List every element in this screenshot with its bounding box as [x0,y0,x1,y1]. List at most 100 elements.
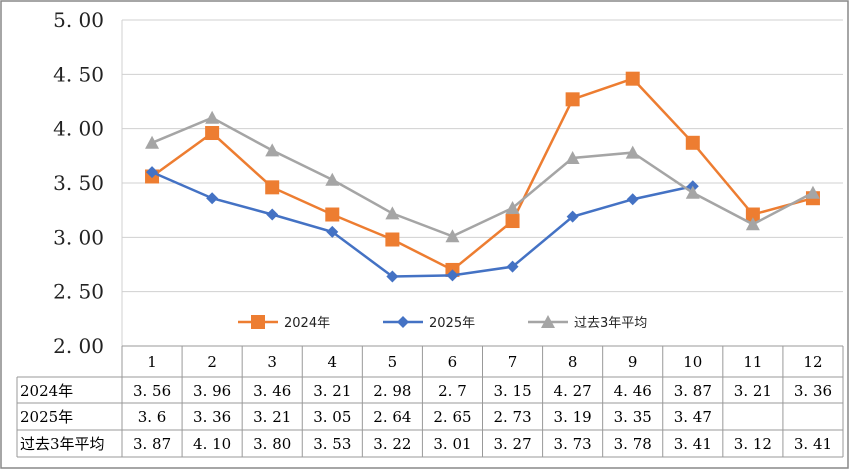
series-2025-point [506,260,519,273]
x-category-label: 5 [388,353,398,371]
x-category-label: 12 [803,353,822,371]
series-2025-point [566,210,579,223]
table-cell-value: 4. 46 [614,382,652,400]
table-cell-value: 3. 87 [674,382,712,400]
series-2025-point [626,193,639,206]
series-2025-point [326,225,339,238]
series-2024-point [625,71,640,86]
series-2025-point [446,269,459,282]
table-cell-value: 2. 65 [433,408,471,426]
legend-marker [251,315,265,329]
series-3yr-avg-point [145,135,160,149]
series-3yr-avg-point [385,206,400,220]
table-row-header: 2024年 [20,382,73,400]
legend-item: 2024年 [238,315,330,331]
table-cell-value: 4. 10 [193,435,231,453]
legend-item: 过去3年平均 [528,315,647,331]
table-cell-value: 3. 22 [373,435,411,453]
table-cell-value: 3. 80 [253,435,291,453]
x-category-label: 1 [147,353,157,371]
series-2025-line [151,170,694,278]
y-tick-label: 2. 50 [53,280,104,304]
table-cell-value: 3. 19 [554,408,592,426]
table-row-header: 2025年 [20,408,73,426]
table-cell-value: 2. 98 [373,382,411,400]
table-cell-value: 3. 41 [674,435,712,453]
table-cell-value: 2. 73 [493,408,531,426]
legend-marker [397,316,409,328]
series-2025-point [266,208,279,221]
table-cell-value: 2. 64 [373,408,411,426]
table-cell-value: 3. 35 [614,408,652,426]
y-tick-label: 4. 50 [53,62,104,86]
series-3yr-avg-line [151,116,814,238]
series-3yr-avg-point [445,229,460,243]
series-3yr-avg-point [625,145,640,159]
table-cell-value: 3. 87 [133,435,171,453]
y-tick-label: 2. 00 [53,334,104,358]
series-2024-point [745,207,760,222]
table-cell-value: 3. 41 [794,435,832,453]
table-cell-value: 3. 96 [193,382,231,400]
series-2024-point [505,214,520,229]
table-cell-value: 3. 01 [433,435,471,453]
legend-label: 过去3年平均 [574,316,647,331]
table-cell-value: 3. 36 [193,408,231,426]
y-tick-label: 3. 00 [53,225,104,249]
series-3yr-avg-point [745,217,760,231]
series-2024-point [325,207,340,222]
table-cell-value: 3. 53 [313,435,351,453]
series-2025-point [206,192,219,205]
series-2024-point [685,135,700,150]
table-cell-value: 3. 36 [794,382,832,400]
series-2024-line [151,77,814,272]
table-cell-value: 3. 21 [734,382,772,400]
table-cell-value: 3. 47 [674,408,712,426]
y-tick-label: 3. 50 [53,171,104,195]
series-2024-point [205,126,220,141]
table-cell-value: 3. 27 [493,435,531,453]
table-cell-value: 3. 73 [554,435,592,453]
table-cell-value: 3. 21 [253,408,291,426]
series-3yr-avg-point [325,172,340,186]
x-category-label: 11 [743,353,762,371]
series-2025-point [386,270,399,283]
legend-marker [541,315,555,328]
series-3yr-avg-point [685,185,700,199]
x-category-label: 9 [628,353,638,371]
series-3yr-avg-point [565,151,580,165]
series-3yr-avg-point [205,110,220,124]
y-tick-label: 4. 00 [53,117,104,141]
series-2024-point [565,92,580,107]
x-category-label: 6 [448,353,458,371]
table-cell-value: 3. 6 [138,408,167,426]
series-3yr-avg-point [805,185,820,199]
x-category-label: 2 [207,353,217,371]
legend-label: 2025年 [429,316,475,331]
x-category-label: 3 [267,353,277,371]
x-category-label: 4 [328,353,338,371]
table-row-header: 过去3年平均 [20,435,105,453]
table-cell-value: 3. 15 [493,382,531,400]
table-cell-value: 2. 7 [438,382,467,400]
x-category-label: 10 [683,353,702,371]
table-cell-value: 3. 05 [313,408,351,426]
x-category-label: 7 [508,353,518,371]
table-cell-value: 4. 27 [554,382,592,400]
series-3yr-avg-point [505,200,520,214]
legend-item: 2025年 [383,316,475,331]
table-cell-value: 3. 56 [133,382,171,400]
series-2025-point [146,166,159,179]
series-3yr-avg-point [265,143,280,157]
y-tick-label: 5. 00 [53,8,104,32]
table-cell-value: 3. 78 [614,435,652,453]
series-2024-point [385,232,400,247]
table-cell-value: 3. 46 [253,382,291,400]
table-cell-value: 3. 21 [313,382,351,400]
table-cell-value: 3. 12 [734,435,772,453]
legend-label: 2024年 [284,316,330,331]
series-2024-point [265,180,280,195]
